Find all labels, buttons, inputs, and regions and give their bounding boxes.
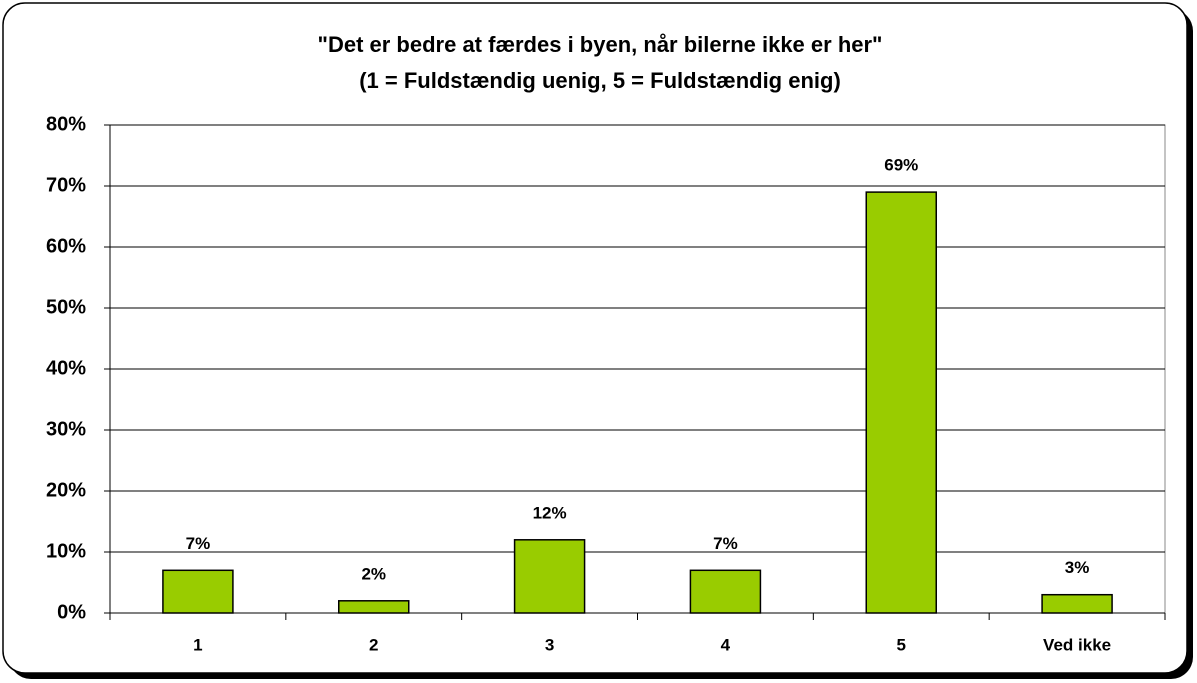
value-label: 2% xyxy=(361,564,386,583)
value-label: 12% xyxy=(533,503,567,522)
x-tick-label: 4 xyxy=(721,635,731,654)
y-tick-label: 20% xyxy=(46,479,86,501)
y-tick-label: 30% xyxy=(46,418,86,440)
bar xyxy=(513,539,586,614)
x-tick-label: 5 xyxy=(897,635,906,654)
x-tick-label: 1 xyxy=(193,635,202,654)
value-label: 3% xyxy=(1065,558,1090,577)
x-tick-label: 2 xyxy=(369,635,378,654)
bar xyxy=(338,600,410,614)
value-label: 7% xyxy=(713,534,738,553)
bar xyxy=(865,191,937,614)
y-tick-label: 40% xyxy=(46,357,86,379)
y-tick-label: 10% xyxy=(46,540,86,562)
y-tick-label: 0% xyxy=(57,601,86,623)
chart-title: "Det er bedre at færdes i byen, når bile… xyxy=(318,32,883,57)
y-tick-label: 60% xyxy=(46,235,86,257)
bar xyxy=(689,569,762,614)
y-tick-label: 50% xyxy=(46,296,86,318)
y-tick-label: 80% xyxy=(46,113,86,135)
x-tick-label: 3 xyxy=(545,635,554,654)
value-label: 7% xyxy=(186,534,211,553)
y-tick-label: 70% xyxy=(46,174,86,196)
chart-subtitle: (1 = Fuldstændig uenig, 5 = Fuldstændig … xyxy=(359,68,841,93)
bar xyxy=(162,569,234,614)
bar xyxy=(1041,593,1113,614)
value-label: 69% xyxy=(884,156,918,175)
x-tick-label: Ved ikke xyxy=(1043,635,1111,654)
